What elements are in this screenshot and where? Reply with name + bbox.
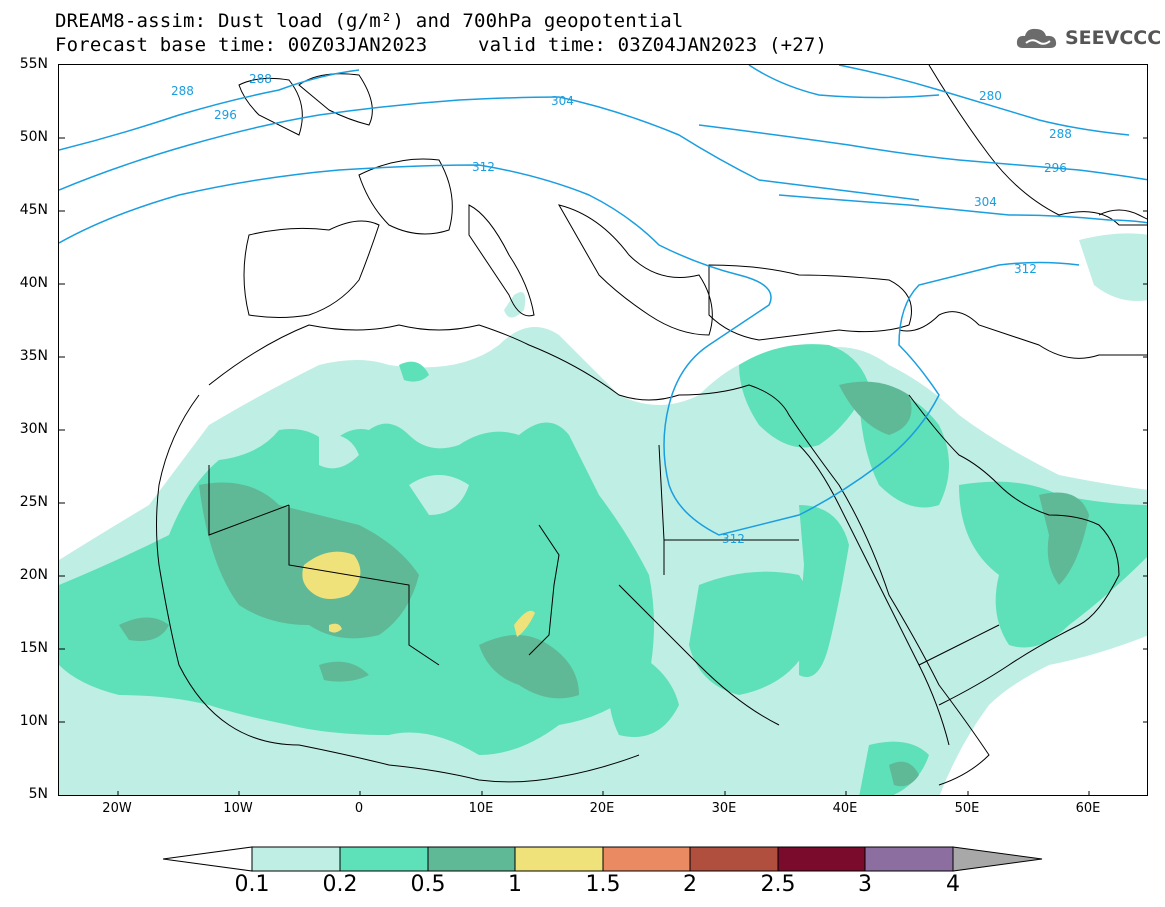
lon-label: 50E [954, 801, 980, 816]
colorbar-label: 2.5 [760, 872, 796, 897]
lon-label: 40E [832, 801, 858, 816]
lon-label: 20E [589, 801, 615, 816]
colorbar-swatch [514, 846, 604, 872]
contour-label: 288 [249, 72, 272, 86]
lon-label: 30E [711, 801, 737, 816]
seevccc-logo: SEEVCCC [1015, 24, 1161, 52]
geopotential-contours [59, 65, 1147, 536]
colorbar-label: 4 [946, 872, 960, 897]
colorbar-label: 1.5 [585, 872, 621, 897]
lat-label: 5N [28, 786, 48, 802]
contour-label: 280 [979, 89, 1002, 103]
lat-label: 50N [19, 129, 48, 145]
lon-label: 10W [223, 801, 253, 816]
lat-label: 30N [19, 421, 48, 437]
lat-label: 40N [19, 275, 48, 291]
colorbar-label: 0.2 [322, 872, 358, 897]
colorbar-swatch [427, 846, 516, 872]
dust-layer-dark [119, 381, 1089, 787]
lat-label: 45N [19, 202, 48, 218]
colorbar-label: 0.5 [410, 872, 446, 897]
valid-time: valid time: 03Z04JAN2023 (+27) [478, 34, 828, 56]
lat-label: 55N [19, 56, 48, 72]
contour-labels: 288 288 296 304 312 280 288 296 304 312 … [171, 72, 1072, 546]
contour-label: 288 [171, 84, 194, 98]
colorbar-swatch [602, 846, 691, 872]
dust-map: 288 288 296 304 312 280 288 296 304 312 … [58, 64, 1148, 796]
colorbar-swatch [339, 846, 429, 872]
map-title: DREAM8-assim: Dust load (g/m²) and 700hP… [55, 10, 684, 32]
colorbar-swatch [777, 846, 866, 872]
lon-label: 60E [1075, 801, 1101, 816]
lat-label: 15N [19, 640, 48, 656]
colorbar-swatch [251, 846, 341, 872]
logo-text: SEEVCCC [1065, 27, 1162, 49]
contour-label: 296 [1044, 161, 1067, 175]
contour-label: 312 [1014, 262, 1037, 276]
coastlines [156, 65, 1147, 786]
colorbar-swatch [864, 846, 954, 872]
lat-label: 20N [19, 567, 48, 583]
dust-layer-high [302, 551, 535, 637]
lat-label: 10N [19, 713, 48, 729]
map-canvas: 288 288 296 304 312 280 288 296 304 312 … [59, 65, 1147, 795]
colorbar [163, 846, 1043, 872]
lat-label: 35N [19, 348, 48, 364]
lat-label: 25N [19, 494, 48, 510]
lon-label: 0 [354, 801, 364, 816]
contour-label: 312 [722, 532, 745, 546]
colorbar-swatch [689, 846, 779, 872]
colorbar-label: 3 [858, 872, 872, 897]
colorbar-arrow-right [952, 846, 1043, 872]
cloud-logo-icon [1016, 28, 1057, 48]
lon-label: 10E [468, 801, 494, 816]
colorbar-arrow-left [163, 846, 253, 872]
colorbar-label: 0.1 [234, 872, 270, 897]
colorbar-label: 2 [683, 872, 697, 897]
graticule [59, 137, 1147, 795]
colorbar-label: 1 [508, 872, 522, 897]
contour-label: 304 [551, 94, 574, 108]
contour-label: 304 [974, 195, 997, 209]
contour-label: 296 [214, 108, 237, 122]
forecast-base-time: Forecast base time: 00Z03JAN2023 [55, 34, 428, 56]
contour-label: 288 [1049, 127, 1072, 141]
lon-label: 20W [102, 801, 132, 816]
contour-label: 312 [472, 160, 495, 174]
